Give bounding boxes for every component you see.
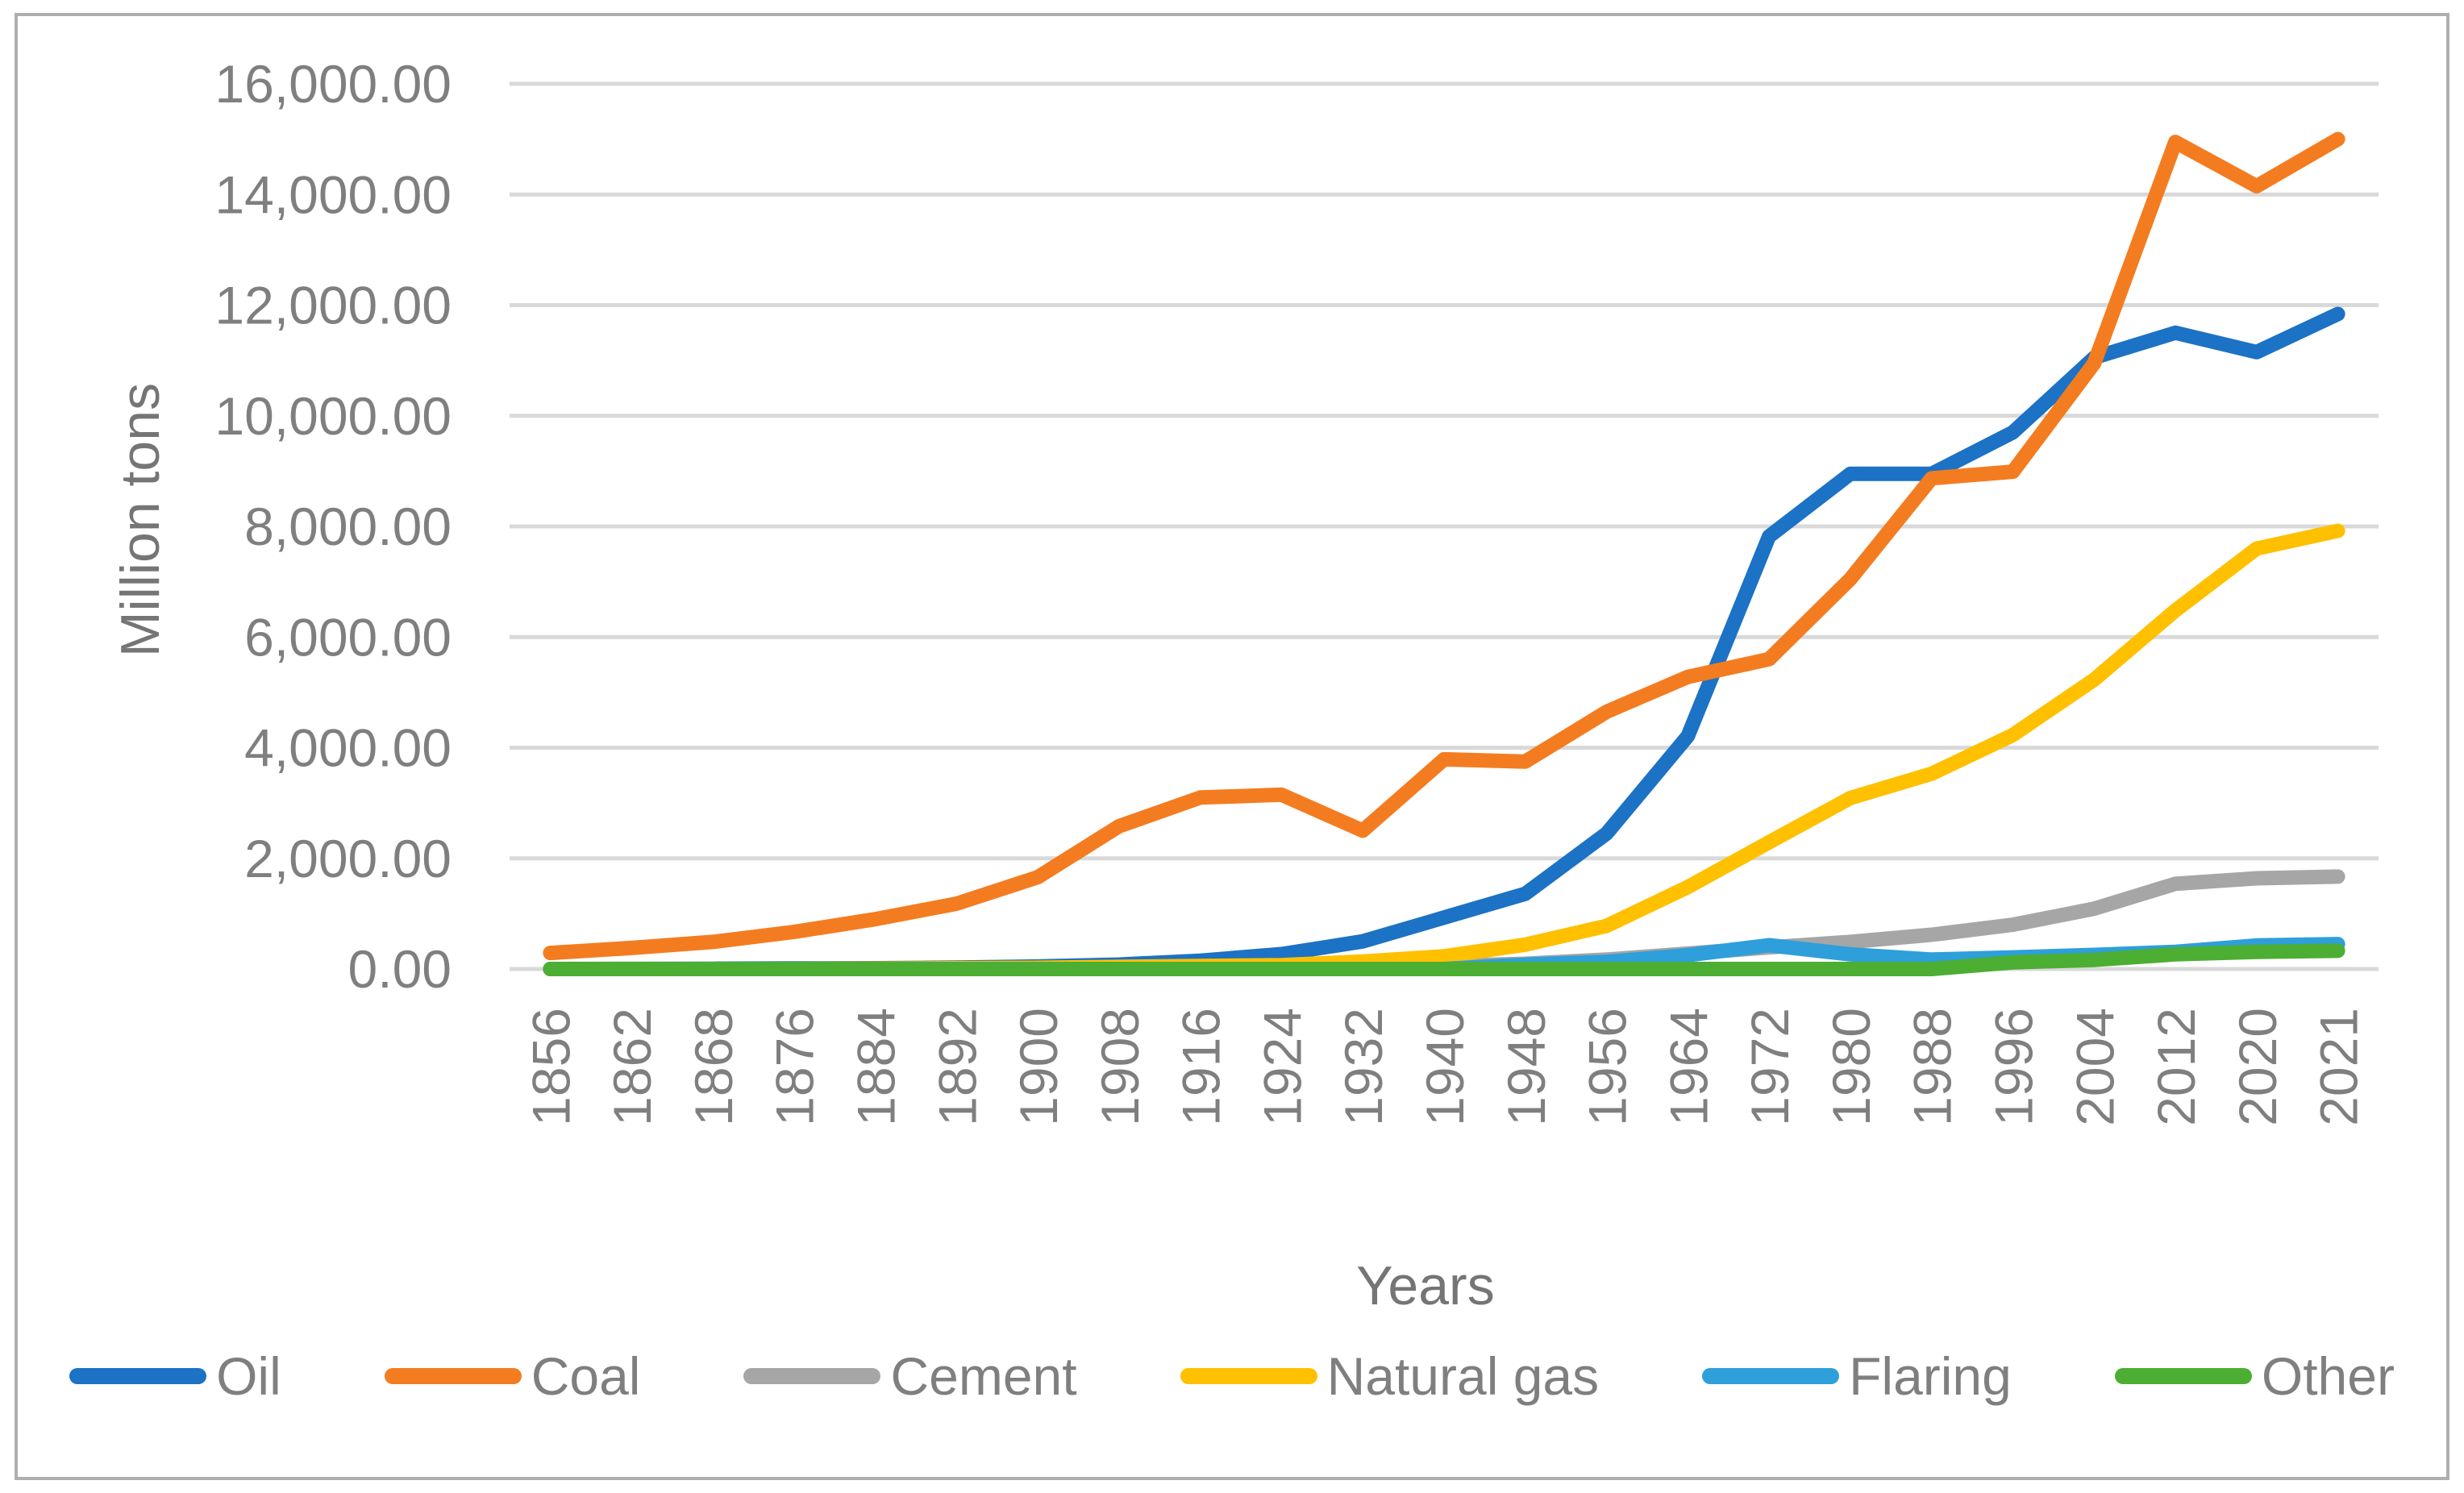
y-tick-label: 14,000.00 (214, 164, 452, 224)
y-tick-label: 10,000.00 (214, 386, 452, 446)
legend-item-natural-gas: Natural gas (1180, 1346, 1600, 1406)
legend-swatch-flaring (1702, 1368, 1840, 1384)
x-tick-label-1940: 1940 (1415, 1008, 1475, 1126)
x-tick-label-1876: 1876 (765, 1008, 825, 1126)
x-tick-label-1892: 1892 (927, 1008, 987, 1126)
x-tick-label-1932: 1932 (1334, 1008, 1393, 1126)
x-tick-label-1948: 1948 (1496, 1008, 1556, 1126)
x-tick-label-1996: 1996 (1984, 1008, 2044, 1126)
series-lines-group (543, 131, 2345, 976)
y-tick-label: 6,000.00 (244, 607, 452, 667)
y-tick-label: 0.00 (348, 939, 452, 999)
legend-label-cement: Cement (890, 1346, 1077, 1406)
series-line-oil (543, 306, 2345, 976)
x-tick-label-1964: 1964 (1659, 1008, 1718, 1126)
y-tick-label: 2,000.00 (244, 829, 452, 888)
y-axis-title: Million tons (110, 383, 171, 657)
x-tick-label-1972: 1972 (1740, 1008, 1800, 1126)
legend-label-other: Other (2261, 1346, 2395, 1406)
legend-item-other: Other (2114, 1346, 2395, 1406)
legend-item-flaring: Flaring (1702, 1350, 2012, 1403)
series-line-natural-gas (543, 523, 2345, 976)
series-line-coal (543, 131, 2345, 961)
legend-swatch-natural-gas (1180, 1368, 1317, 1384)
legend-item-cement: Cement (743, 1346, 1077, 1406)
y-tick-label: 12,000.00 (214, 276, 452, 335)
chart-border (15, 13, 2449, 1480)
x-tick-label-2020: 2020 (2228, 1008, 2287, 1126)
x-tick-label-1980: 1980 (1821, 1008, 1881, 1126)
x-tick-label-1856: 1856 (521, 1008, 581, 1126)
legend-label-coal: Coal (531, 1346, 641, 1406)
legend-item-coal: Coal (384, 1346, 641, 1406)
x-tick-label-2012: 2012 (2146, 1008, 2206, 1126)
x-tick-label-1956: 1956 (1578, 1008, 1638, 1126)
legend-swatch-cement (743, 1368, 881, 1384)
x-tick-label-1900: 1900 (1009, 1008, 1068, 1126)
x-tick-label-1916: 1916 (1172, 1008, 1231, 1126)
x-tick-label-1988: 1988 (1903, 1008, 1962, 1126)
x-axis-tick-labels: 1856 1862 1868 1876 1884 1892 1900 1908 1916 1924… (521, 1008, 2368, 1126)
x-tick-label-1908: 1908 (1090, 1008, 1150, 1126)
legend-swatch-oil (69, 1368, 207, 1384)
gridlines-group (510, 81, 2379, 971)
x-tick-label-1924: 1924 (1252, 1008, 1312, 1126)
x-axis-title: Years (1356, 1255, 1494, 1316)
y-tick-label: 16,000.00 (214, 54, 452, 114)
chart-legend: Oil Coal Cement Natural gas Flaring Other (0, 1340, 2464, 1412)
x-tick-label-1862: 1862 (602, 1008, 662, 1126)
x-tick-label-2021: 2021 (2309, 1008, 2369, 1126)
x-tick-label-1868: 1868 (684, 1008, 743, 1126)
series-line-other (543, 943, 2345, 976)
y-tick-label: 8,000.00 (244, 497, 452, 556)
legend-swatch-other (2114, 1368, 2252, 1384)
legend-label-oil: Oil (216, 1346, 281, 1406)
legend-label-natural-gas: Natural gas (1326, 1346, 1600, 1406)
x-tick-label-1884: 1884 (847, 1008, 906, 1126)
y-tick-label: 4,000.00 (244, 718, 452, 778)
legend-item-oil: Oil (69, 1350, 281, 1403)
x-tick-label-2004: 2004 (2065, 1008, 2125, 1126)
legend-label-flaring: Flaring (1849, 1346, 2012, 1406)
legend-swatch-coal (384, 1368, 522, 1384)
y-axis-tick-labels: 0.00 2,000.00 4,000.00 6,000.00 8,000.00 10,0… (214, 54, 452, 999)
